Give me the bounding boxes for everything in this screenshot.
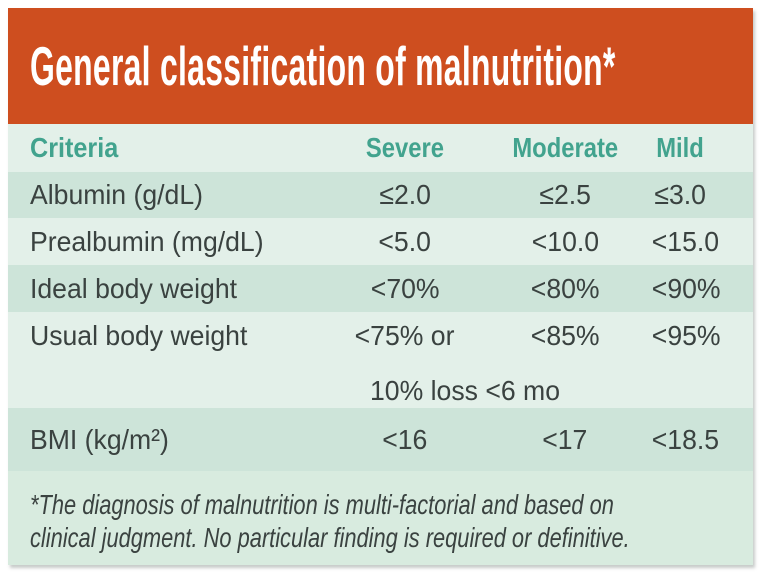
- column-header-moderate: Moderate: [512, 132, 618, 163]
- table-row-ideal-body-weight: Ideal body weight <70% <80% <90%: [8, 265, 753, 312]
- table-header-row: Criteria Severe Moderate Mild: [8, 124, 753, 172]
- mild-value: <90%: [651, 272, 721, 304]
- column-header-criteria: Criteria: [30, 132, 119, 163]
- title-bar: General classification of malnutrition*: [8, 8, 753, 124]
- moderate-value: <10.0: [531, 225, 599, 257]
- criteria-cell: Usual body weight: [30, 320, 248, 351]
- mild-value: <95%: [651, 320, 721, 351]
- malnutrition-classification-panel: General classification of malnutrition* …: [8, 8, 753, 565]
- moderate-value: <85%: [530, 320, 600, 351]
- footnote-line-1: *The diagnosis of malnutrition is multi-…: [30, 489, 614, 520]
- moderate-value: <17: [542, 423, 588, 455]
- severe-value: <5.0: [378, 225, 432, 257]
- table-row-bmi: BMI (kg/m²) <16 <17 <18.5: [8, 408, 753, 471]
- severe-value: <70%: [370, 272, 440, 304]
- severe-value: <16: [382, 423, 428, 455]
- severe-value-continuation: 10% loss <6 mo: [370, 375, 560, 406]
- mild-value: ≤3.0: [654, 179, 706, 210]
- column-header-mild: Mild: [656, 132, 704, 163]
- mild-value: <15.0: [651, 225, 720, 257]
- table-row-usual-body-weight: Usual body weight <75% or <85% <95% 10% …: [8, 312, 753, 408]
- criteria-cell: Albumin (g/dL): [30, 179, 203, 210]
- mild-value: <18.5: [651, 423, 720, 455]
- footnote-line-2: clinical judgment. No particular finding…: [30, 522, 630, 553]
- severe-value: ≤2.0: [379, 179, 431, 210]
- footnote: *The diagnosis of malnutrition is multi-…: [8, 471, 753, 565]
- criteria-cell: Ideal body weight: [30, 272, 238, 304]
- severe-value: <75% or: [355, 320, 455, 351]
- table-row-albumin: Albumin (g/dL) ≤2.0 ≤2.5 ≤3.0: [8, 172, 753, 218]
- criteria-cell: Prealbumin (mg/dL): [30, 225, 264, 257]
- moderate-value: ≤2.5: [539, 179, 591, 210]
- criteria-cell: BMI (kg/m²): [30, 423, 169, 455]
- table-row-prealbumin: Prealbumin (mg/dL) <5.0 <10.0 <15.0: [8, 218, 753, 265]
- moderate-value: <80%: [530, 272, 600, 304]
- page-title: General classification of malnutrition*: [30, 35, 616, 97]
- column-header-severe: Severe: [365, 132, 445, 163]
